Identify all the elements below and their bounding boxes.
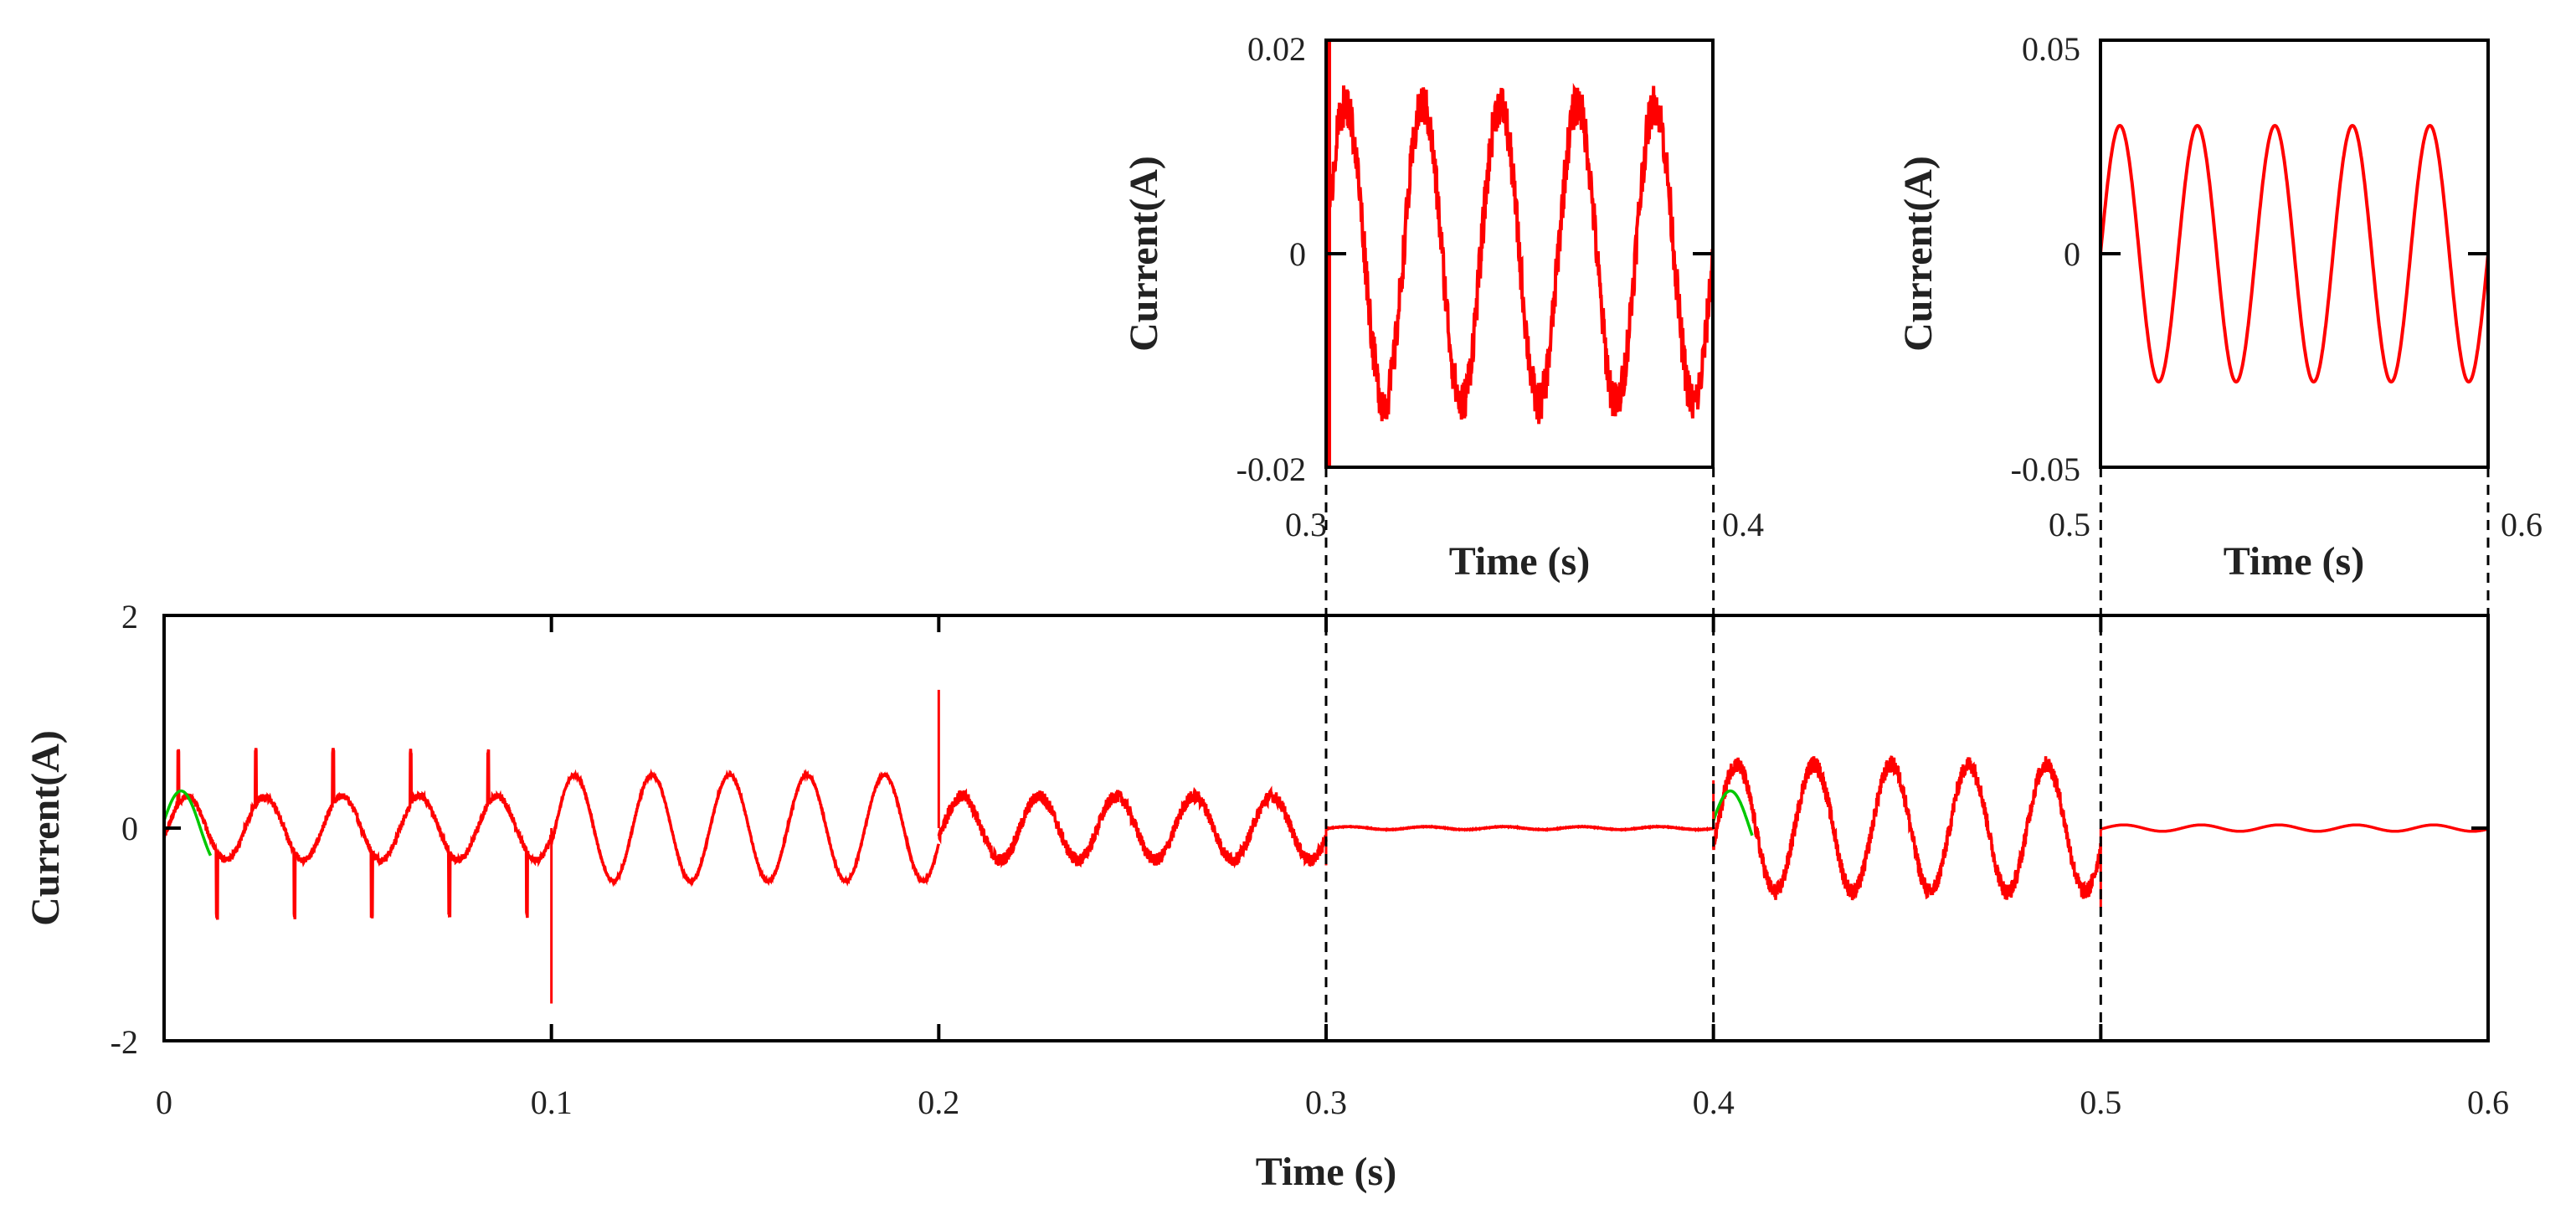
main-series-segment: [937, 785, 1328, 869]
main-ytick-label: 2: [121, 598, 138, 636]
inset-2-xtick-label: 0.6: [2501, 506, 2543, 543]
inset-1-ytick-label: -0.02: [1237, 450, 1306, 488]
main-series-segment: [2100, 823, 2489, 833]
inset-2-ytick-label: 0: [2064, 235, 2080, 273]
inset-1-y-axis-title: Current(A): [1122, 156, 1166, 352]
inset-2-xtick-label: 0.5: [2049, 506, 2090, 543]
inset-1-xtick-label: 0.3: [1285, 506, 1327, 543]
main-xtick-label: 0: [156, 1083, 172, 1121]
inset-2-y-axis-title: Current(A): [1896, 156, 1941, 352]
main-ytick-label: -2: [111, 1023, 138, 1061]
inset-1-xtick-label: 0.4: [1722, 506, 1764, 543]
main-xtick-label: 0.5: [2080, 1083, 2121, 1121]
main-y-axis-title: Current(A): [23, 730, 68, 926]
main-xtick-label: 0.2: [918, 1083, 959, 1121]
reference-series-segment: [162, 789, 213, 857]
inset-1-x-axis-title: Time (s): [1449, 539, 1590, 584]
main-series-segment: [162, 748, 553, 920]
main-series-segment: [1324, 824, 1715, 833]
inset-1-traces: [1324, 40, 1715, 467]
inset-2-plot: 0.05 0 -0.05 0.5 0.6 Time (s) Current(A): [1896, 30, 2543, 584]
main-ytick-label: 0: [121, 810, 138, 847]
reference-series-segment: [1712, 789, 1754, 836]
inset-series-line: [2099, 123, 2490, 384]
main-series-segment: [1711, 755, 2103, 901]
main-series-segment: [549, 768, 940, 888]
main-xtick-label: 0.3: [1305, 1083, 1347, 1121]
main-xtick-label: 0.6: [2467, 1083, 2509, 1121]
inset-2-x-axis-title: Time (s): [2224, 539, 2364, 584]
inset-1-plot: 0.02 0 -0.02 0.3 0.4 Time (s) Current(A): [1122, 30, 1764, 584]
main-x-axis-title: Time (s): [1256, 1150, 1396, 1194]
inset-2-ytick-label: -0.05: [2011, 450, 2080, 488]
inset-2-traces: [2099, 123, 2490, 384]
inset-2-ytick-label: 0.05: [2022, 30, 2080, 68]
inset-1-ytick-label: 0: [1289, 235, 1306, 273]
inset-1-ytick-label: 0.02: [1247, 30, 1306, 68]
main-xtick-label: 0.4: [1693, 1083, 1735, 1121]
inset-series-line: [1324, 82, 1715, 425]
main-plot: 2 0 -2 0 0.1 0.2 0.3 0.4 0.5 0.6 Time (s…: [23, 598, 2509, 1194]
main-xtick-label: 0.1: [531, 1083, 573, 1121]
zoom-connectors: [1324, 467, 2490, 1041]
